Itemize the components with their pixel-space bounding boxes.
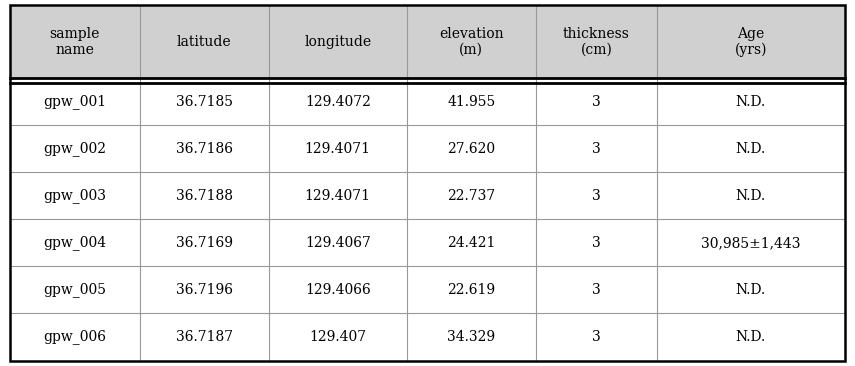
Text: 129.4067: 129.4067 — [305, 236, 371, 250]
Text: Age
(yrs): Age (yrs) — [734, 27, 767, 57]
Text: thickness
(cm): thickness (cm) — [563, 27, 630, 57]
Text: 129.4072: 129.4072 — [305, 95, 371, 109]
Text: gpw_002: gpw_002 — [44, 141, 106, 156]
Bar — [10, 266, 845, 313]
Text: gpw_003: gpw_003 — [44, 188, 106, 203]
Text: N.D.: N.D. — [736, 330, 766, 344]
Text: 41.955: 41.955 — [447, 95, 495, 109]
Text: 36.7186: 36.7186 — [176, 142, 233, 156]
Bar — [10, 172, 845, 219]
Bar — [10, 5, 845, 78]
Text: 129.407: 129.407 — [310, 330, 366, 344]
Text: 27.620: 27.620 — [447, 142, 495, 156]
Text: 3: 3 — [593, 236, 601, 250]
Text: N.D.: N.D. — [736, 95, 766, 109]
Text: 129.4066: 129.4066 — [305, 283, 371, 297]
Bar — [10, 313, 845, 361]
Text: 3: 3 — [593, 189, 601, 203]
Text: 3: 3 — [593, 330, 601, 344]
Text: 129.4071: 129.4071 — [304, 142, 371, 156]
Bar — [10, 78, 845, 125]
Text: 36.7188: 36.7188 — [176, 189, 233, 203]
Text: 3: 3 — [593, 142, 601, 156]
Bar — [10, 125, 845, 172]
Text: 36.7196: 36.7196 — [176, 283, 233, 297]
Text: 36.7169: 36.7169 — [176, 236, 233, 250]
Text: 34.329: 34.329 — [447, 330, 495, 344]
Text: 22.619: 22.619 — [447, 283, 495, 297]
Text: 3: 3 — [593, 95, 601, 109]
Text: sample
name: sample name — [50, 27, 100, 57]
Text: N.D.: N.D. — [736, 283, 766, 297]
Text: gpw_004: gpw_004 — [44, 235, 107, 250]
Text: gpw_005: gpw_005 — [44, 283, 106, 298]
Text: N.D.: N.D. — [736, 142, 766, 156]
Text: longitude: longitude — [304, 35, 371, 49]
Text: 36.7187: 36.7187 — [176, 330, 233, 344]
Text: 30,985±1,443: 30,985±1,443 — [701, 236, 800, 250]
Text: N.D.: N.D. — [736, 189, 766, 203]
Text: 36.7185: 36.7185 — [176, 95, 233, 109]
Text: 129.4071: 129.4071 — [304, 189, 371, 203]
Text: gpw_006: gpw_006 — [44, 329, 106, 344]
Text: 24.421: 24.421 — [447, 236, 496, 250]
Text: 3: 3 — [593, 283, 601, 297]
Text: latitude: latitude — [177, 35, 232, 49]
Text: gpw_001: gpw_001 — [44, 94, 107, 109]
Text: elevation
(m): elevation (m) — [439, 27, 504, 57]
Text: 22.737: 22.737 — [447, 189, 495, 203]
Bar — [10, 219, 845, 266]
